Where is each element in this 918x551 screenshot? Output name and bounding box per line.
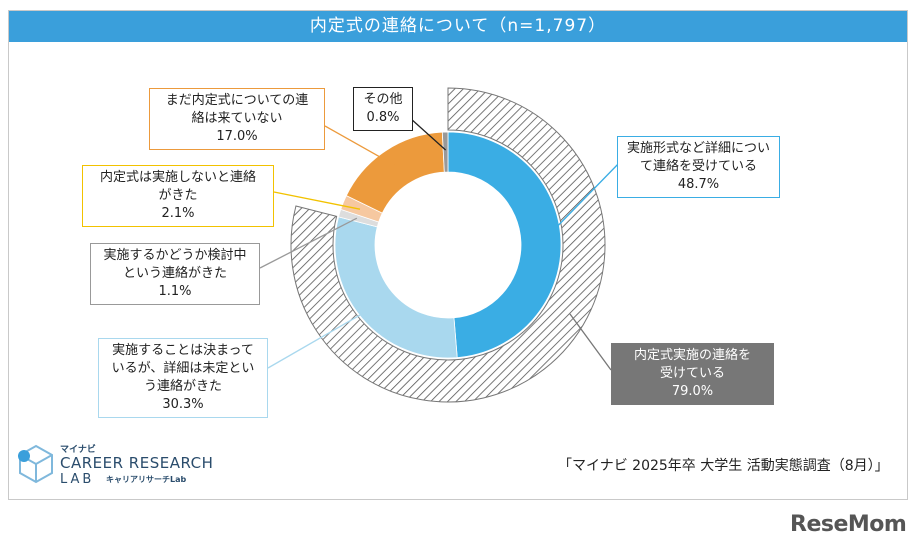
leader-line-1 [267, 305, 376, 369]
career-research-lab-logo: マイナビ CAREER RESEARCH LAB キャリアリサーチLab [14, 440, 224, 490]
callout-other: その他 0.8% [353, 87, 413, 131]
leader-line-5 [409, 117, 447, 151]
inner-slice-1 [334, 216, 458, 359]
callout-no-contact-line1: まだ内定式についての連 [165, 93, 309, 108]
leader-line-4 [324, 125, 396, 167]
callout-other-line1: その他 [363, 92, 403, 107]
callout-undecided-line2: いるが、詳細は未定とい [111, 361, 255, 376]
callout-considering: 実施するかどうか検討中 という連絡がきた 1.1% [90, 243, 260, 305]
callout-other-pct: 0.8% [366, 110, 400, 125]
callout-undecided-pct: 30.3% [162, 397, 204, 412]
callout-undecided-line3: う連絡がきた [143, 379, 222, 394]
callout-no-contact-line2: 絡は来ていない [191, 111, 283, 126]
logo-sub: LAB [60, 472, 95, 487]
callout-considering-line2: という連絡がきた [122, 266, 227, 281]
leader-line-0 [542, 159, 623, 242]
callout-considering-line1: 実施するかどうか検討中 [103, 248, 247, 263]
callout-not-held-line1: 内定式は実施しないと連絡 [99, 170, 256, 185]
chart-title: 内定式の連絡について（n=1,797） [9, 11, 907, 42]
logo-tag: キャリアリサーチLab [106, 475, 187, 484]
callout-received-pct: 79.0% [671, 384, 714, 399]
source-note: 「マイナビ 2025年卒 大学生 活動実態調査（8月）」 [558, 458, 889, 474]
callout-detailed-line2: て連絡を受けている [639, 159, 757, 174]
callout-received-line2: 受けている [659, 366, 725, 381]
logo-top: マイナビ [60, 445, 96, 455]
outer-ring-received [290, 87, 606, 403]
callout-not-held-pct: 2.1% [161, 206, 195, 221]
leader-line-3 [273, 191, 361, 210]
callout-not-held: 内定式は実施しないと連絡 がきた 2.1% [82, 165, 274, 227]
inner-slice-0 [447, 131, 562, 359]
callout-not-held-line2: がきた [158, 188, 198, 203]
inner-slice-5 [441, 131, 449, 173]
resemom-watermark: ReseMom [790, 512, 907, 537]
callout-undecided-line1: 実施することは決まって [112, 343, 254, 358]
leader-line-outer [569, 313, 612, 371]
callout-no-contact-pct: 17.0% [216, 129, 258, 144]
inner-slice-4 [345, 131, 445, 214]
logo-name: CAREER RESEARCH [60, 454, 214, 472]
callout-no-contact: まだ内定式についての連 絡は来ていない 17.0% [149, 88, 325, 150]
callout-undecided: 実施することは決まって いるが、詳細は未定とい う連絡がきた 30.3% [98, 338, 268, 418]
callout-received-line1: 内定式実施の連絡を [633, 348, 751, 363]
callout-detailed: 実施形式など詳細につい て連絡を受けている 48.7% [617, 136, 780, 198]
callout-received: 内定式実施の連絡を 受けている 79.0% [611, 343, 774, 405]
callout-detailed-pct: 48.7% [677, 177, 720, 192]
callout-detailed-line1: 実施形式など詳細につい [626, 141, 770, 156]
cube-logo-icon [18, 444, 53, 484]
callout-considering-pct: 1.1% [158, 284, 192, 299]
leader-line-2 [259, 217, 358, 269]
